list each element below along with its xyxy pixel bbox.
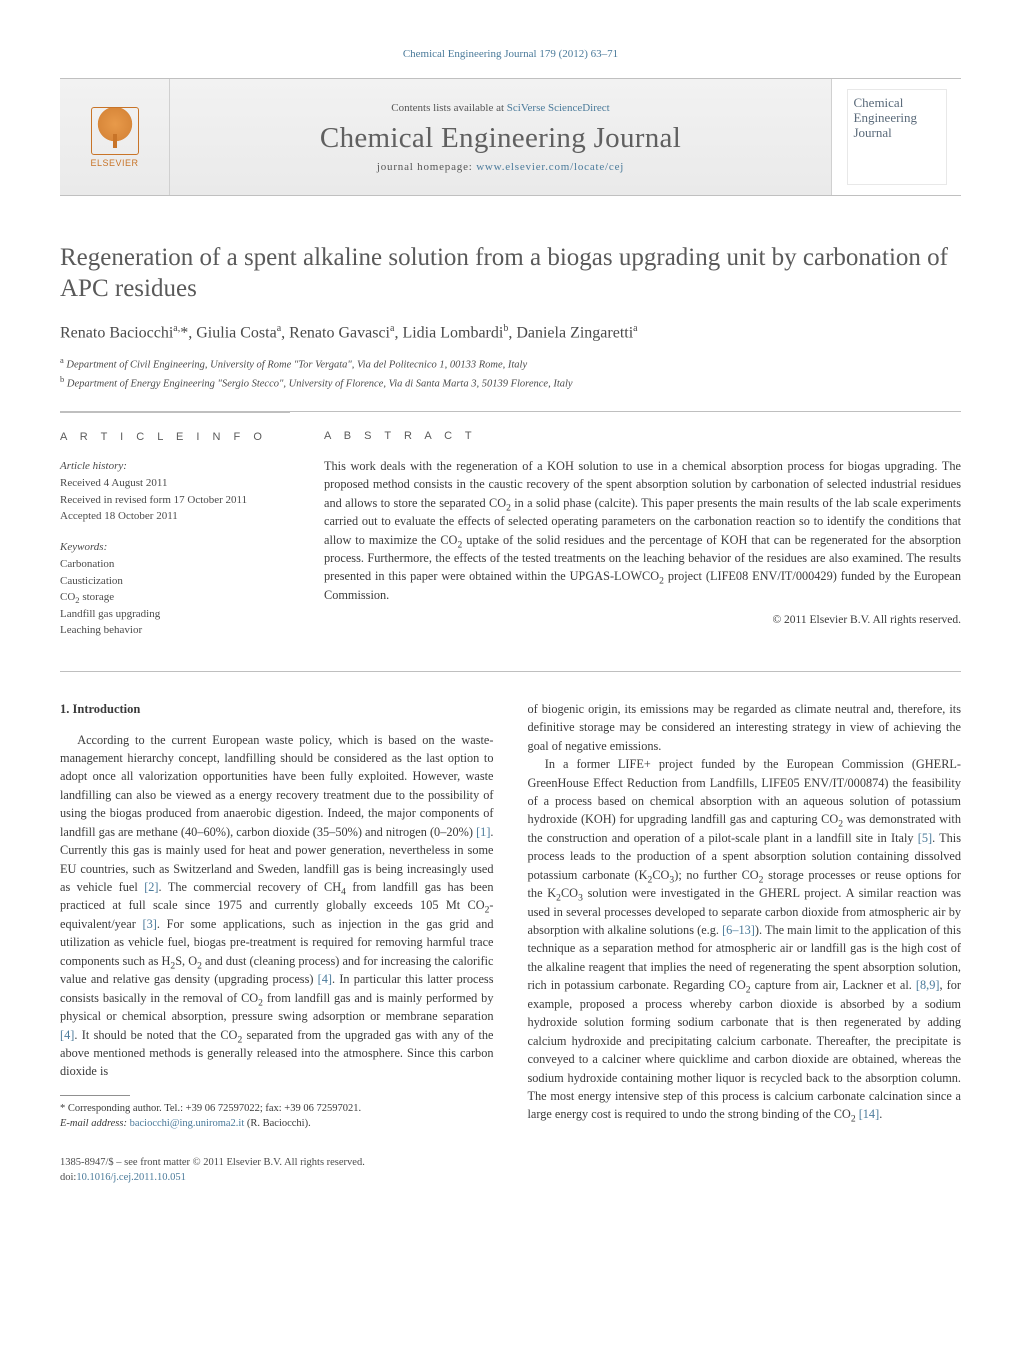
banner-center: Contents lists available at SciVerse Sci… — [170, 79, 831, 195]
front-matter-line: 1385-8947/$ – see front matter © 2011 El… — [60, 1155, 961, 1170]
abstract-text: This work deals with the regeneration of… — [324, 457, 961, 605]
doi-prefix: doi: — [60, 1172, 76, 1183]
history-item: Received 4 August 2011 — [60, 475, 290, 492]
footnotes: * Corresponding author. Tel.: +39 06 725… — [60, 1101, 494, 1131]
body-two-column: 1. Introduction According to the current… — [60, 700, 961, 1132]
aff-marker: b — [60, 374, 64, 384]
journal-banner: ELSEVIER Contents lists available at Sci… — [60, 78, 961, 196]
affiliation-text: Department of Energy Engineering "Sergio… — [67, 378, 573, 389]
cover-line-2: Engineering — [854, 111, 918, 126]
article-info-heading: A R T I C L E I N F O — [60, 429, 290, 446]
cover-line-1: Chemical — [854, 96, 904, 111]
journal-homepage-line: journal homepage: www.elsevier.com/locat… — [377, 161, 624, 173]
abstract-copyright: © 2011 Elsevier B.V. All rights reserved… — [324, 612, 961, 629]
author-list: Renato Baciocchia,*, Giulia Costaa, Rena… — [60, 323, 961, 342]
corresponding-author: * Corresponding author. Tel.: +39 06 725… — [60, 1101, 494, 1116]
email-link[interactable]: baciocchi@ing.uniroma2.it — [130, 1118, 245, 1129]
affiliation-text: Department of Civil Engineering, Univers… — [66, 359, 527, 370]
elsevier-logo[interactable]: ELSEVIER — [80, 97, 150, 177]
aff-marker: a — [60, 355, 64, 365]
publisher-logo-cell: ELSEVIER — [60, 79, 170, 195]
page: Chemical Engineering Journal 179 (2012) … — [0, 0, 1021, 1226]
homepage-prefix: journal homepage: — [377, 161, 476, 173]
article-info-column: A R T I C L E I N F O Article history: R… — [60, 412, 290, 653]
elsevier-tree-icon — [91, 107, 139, 155]
info-abstract-row: A R T I C L E I N F O Article history: R… — [60, 411, 961, 672]
affiliation-b: b Department of Energy Engineering "Serg… — [60, 373, 961, 392]
keyword: Landfill gas upgrading — [60, 606, 290, 623]
keywords-subhead: Keywords: — [60, 539, 290, 556]
section-heading: 1. Introduction — [60, 700, 494, 719]
article-history-block: Article history: Received 4 August 2011 … — [60, 458, 290, 525]
body-paragraph: According to the current European waste … — [60, 731, 494, 1081]
history-item: Accepted 18 October 2011 — [60, 508, 290, 525]
corresponding-email-line: E-mail address: baciocchi@ing.uniroma2.i… — [60, 1116, 494, 1131]
contents-available-line: Contents lists available at SciVerse Sci… — [391, 102, 609, 114]
body-paragraph: In a former LIFE+ project funded by the … — [528, 755, 962, 1124]
affiliations: a Department of Civil Engineering, Unive… — [60, 354, 961, 391]
keyword: Carbonation — [60, 556, 290, 573]
journal-title: Chemical Engineering Journal — [320, 122, 681, 155]
page-footer: 1385-8947/$ – see front matter © 2011 El… — [60, 1155, 961, 1185]
keyword: Causticization — [60, 573, 290, 590]
homepage-link[interactable]: www.elsevier.com/locate/cej — [476, 161, 624, 173]
cover-thumb-cell: Chemical Engineering Journal — [831, 79, 961, 195]
email-label: E-mail address: — [60, 1118, 130, 1129]
running-head: Chemical Engineering Journal 179 (2012) … — [60, 48, 961, 60]
email-suffix: (R. Baciocchi). — [244, 1118, 310, 1129]
body-paragraph: of biogenic origin, its emissions may be… — [528, 700, 962, 755]
abstract-heading: A B S T R A C T — [324, 428, 961, 445]
footnote-separator — [60, 1095, 130, 1096]
keywords-block: Keywords: Carbonation Causticization CO2… — [60, 539, 290, 639]
keyword: CO2 storage — [60, 589, 290, 606]
citation-link[interactable]: Chemical Engineering Journal 179 (2012) … — [403, 48, 618, 60]
journal-cover-thumbnail[interactable]: Chemical Engineering Journal — [847, 89, 947, 185]
affiliation-a: a Department of Civil Engineering, Unive… — [60, 354, 961, 373]
article-title: Regeneration of a spent alkaline solutio… — [60, 242, 961, 305]
cover-line-3: Journal — [854, 126, 892, 141]
history-subhead: Article history: — [60, 458, 290, 475]
keyword: Leaching behavior — [60, 622, 290, 639]
publisher-name: ELSEVIER — [90, 158, 138, 168]
doi-line: doi:10.1016/j.cej.2011.10.051 — [60, 1170, 961, 1185]
abstract-column: A B S T R A C T This work deals with the… — [324, 428, 961, 653]
history-item: Received in revised form 17 October 2011 — [60, 492, 290, 509]
contents-prefix: Contents lists available at — [391, 102, 506, 114]
doi-link[interactable]: 10.1016/j.cej.2011.10.051 — [76, 1172, 186, 1183]
sciencedirect-link[interactable]: SciVerse ScienceDirect — [507, 102, 610, 114]
